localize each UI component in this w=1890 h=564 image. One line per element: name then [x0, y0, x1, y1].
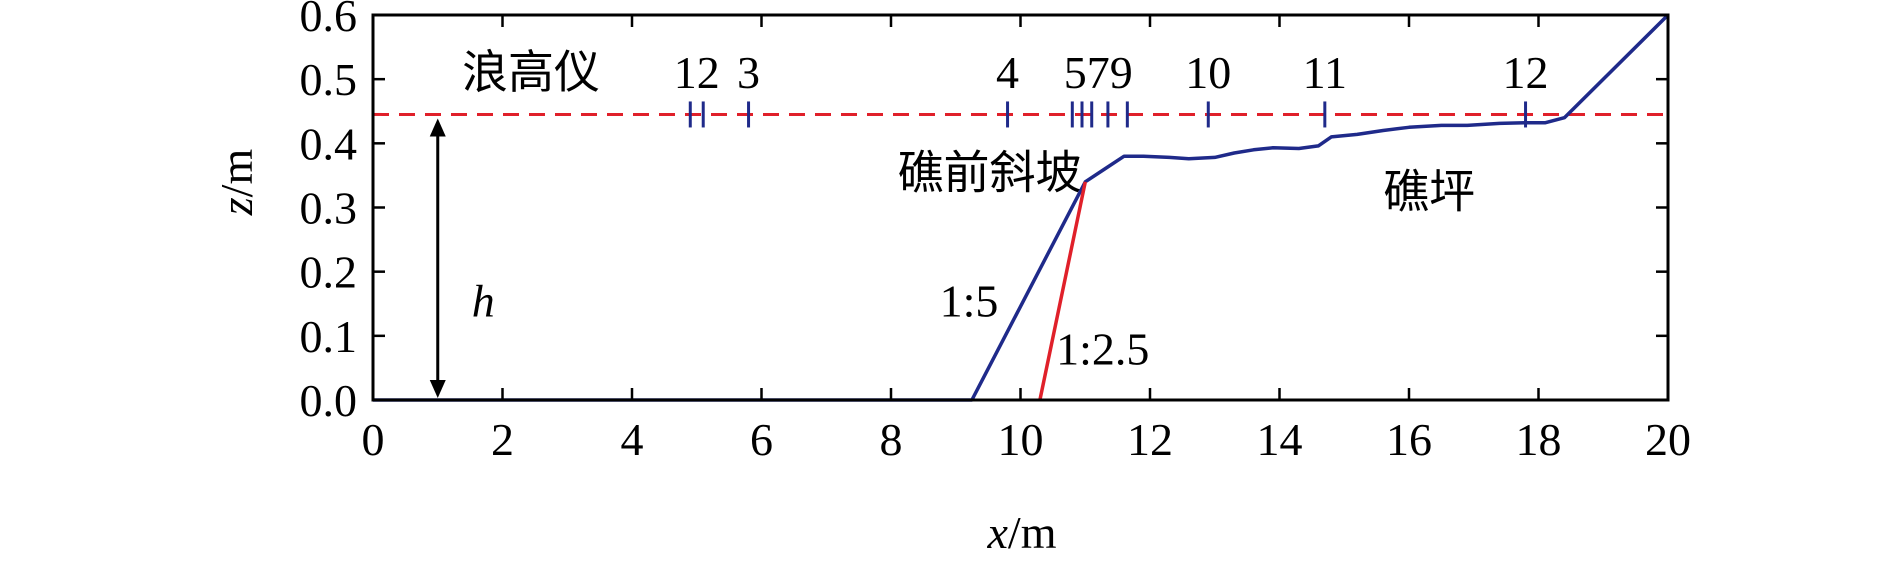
gauge-number-4: 579: [1064, 47, 1133, 98]
x-tick-label-18: 18: [1516, 414, 1562, 465]
x-tick-label-6: 6: [750, 414, 773, 465]
annotation-4: 1:2.5: [1056, 324, 1149, 375]
x-axis-unit: /m: [1008, 507, 1057, 558]
y-tick-label-0.2: 0.2: [300, 247, 358, 298]
x-tick-label-2: 2: [491, 414, 514, 465]
axis-layer: 0 2 4 6 8 10 12 14 16 18 20 0.0 0.1 0.2 0.3 0.4 0.5 0.6: [300, 0, 1692, 465]
y-tick-label-0.0: 0.0: [300, 375, 358, 426]
x-tick-label-16: 16: [1386, 414, 1432, 465]
x-tick-label-8: 8: [880, 414, 903, 465]
x-tick-label-14: 14: [1257, 414, 1303, 465]
gauge-number-3: 4: [996, 47, 1019, 98]
x-tick-label-12: 12: [1127, 414, 1173, 465]
y-tick-label-0.6: 0.6: [300, 0, 358, 41]
depth-label: h: [472, 276, 495, 327]
x-tick-label-4: 4: [621, 414, 644, 465]
x-axis-var: x: [987, 507, 1009, 558]
annotation-2: 礁坪: [1383, 165, 1475, 219]
annotation-layer: 浪高仪 12 3 4 579 10 11 12 h 礁前斜坡 礁坪 1:5 1:2.5: [429, 45, 1549, 398]
annotation-3: 1:5: [940, 276, 999, 327]
gauge-number-5: 10: [1185, 47, 1231, 98]
gauge-number-1: 12: [674, 47, 720, 98]
gauge-number-6: 11: [1303, 47, 1347, 98]
series-layer: [373, 13, 1670, 402]
gauge-number-2: 3: [737, 47, 760, 98]
y-tick-label-0.1: 0.1: [300, 311, 358, 362]
y-axis-unit: /m: [211, 149, 262, 198]
y-tick-label-0.4: 0.4: [300, 118, 358, 169]
series-line-2: [1038, 181, 1088, 401]
depth-arrow-head-bottom: [429, 380, 446, 398]
y-tick-label-0.3: 0.3: [300, 183, 358, 234]
x-tick-label-10: 10: [998, 414, 1044, 465]
gauge-number-7: 12: [1503, 47, 1549, 98]
y-axis-var: z: [211, 197, 262, 216]
x-tick-label-0: 0: [362, 414, 385, 465]
x-axis-label: x/m: [987, 507, 1057, 558]
annotation-1: 礁前斜坡: [897, 145, 1081, 199]
x-tick-label-20: 20: [1645, 414, 1691, 465]
series-line-1: [373, 13, 1670, 402]
gauge-label: 浪高仪: [462, 45, 600, 99]
y-tick-label-0.5: 0.5: [300, 54, 358, 105]
y-axis-label: z/m: [211, 149, 262, 217]
depth-arrow-head-top: [429, 118, 446, 137]
